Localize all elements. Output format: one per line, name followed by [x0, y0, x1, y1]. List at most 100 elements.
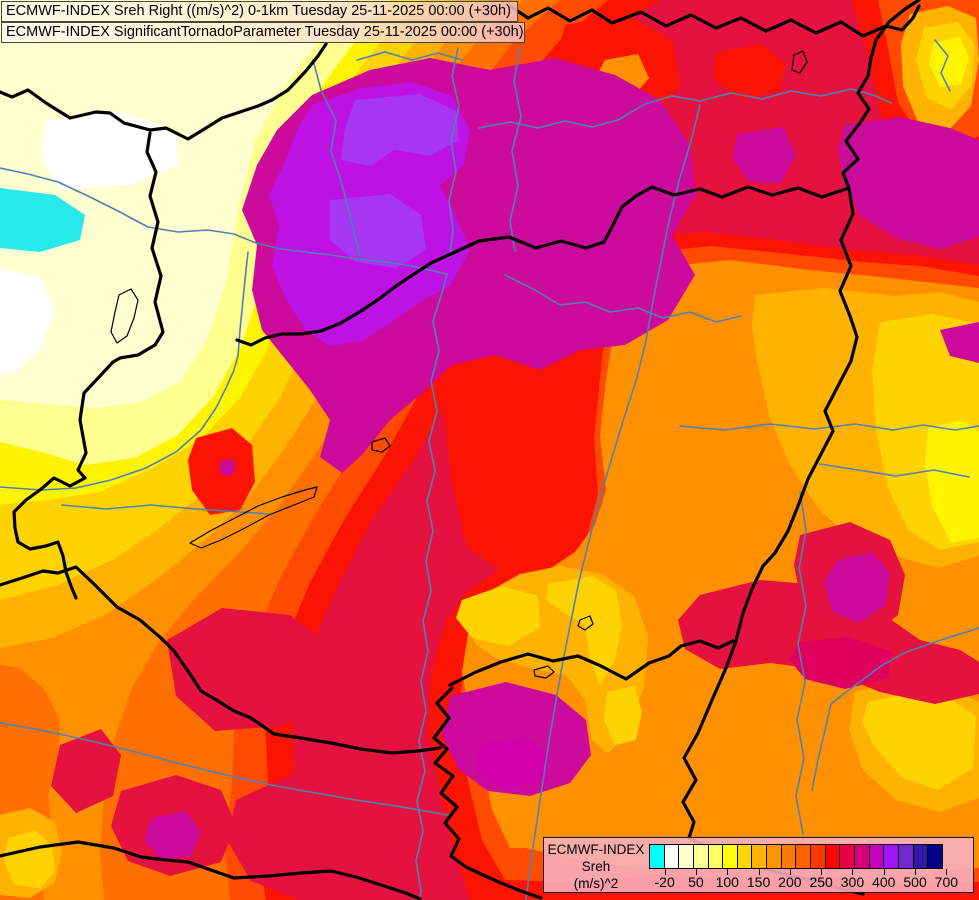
colorbar-tick-label: 100 — [715, 874, 739, 890]
lake-small-ne — [791, 50, 808, 74]
colorbar-cell-18 — [897, 844, 914, 869]
region-east-gold-b1 — [456, 586, 540, 646]
colorbar-cell-2 — [663, 844, 680, 869]
region-sw-crimson-4 — [227, 770, 431, 900]
river-vah — [448, 47, 460, 257]
colorbar-tick-label: 250 — [809, 874, 833, 890]
river-morava — [312, 59, 361, 256]
border-west-vertical — [12, 131, 165, 600]
region-se-magenta-max — [824, 552, 890, 623]
river-se — [811, 627, 979, 791]
region-east-yellow-streak — [925, 420, 979, 543]
border-se-westward — [448, 639, 735, 687]
colorbar-cell-15 — [853, 844, 870, 869]
lake-small-s2 — [533, 665, 555, 679]
river-east-c — [795, 491, 807, 835]
border-north-central — [235, 235, 606, 347]
region-bl-gold-spot — [4, 830, 55, 888]
lake-tisza — [371, 437, 391, 453]
region-sw-crimson-2 — [51, 729, 121, 813]
legend-units: (m/s)^2 — [573, 876, 619, 891]
region-ne-red-spot — [713, 44, 786, 99]
lake-neusiedler — [110, 288, 139, 344]
lakes-layer — [110, 50, 808, 679]
region-small-magenta-ne — [733, 127, 796, 183]
river-danube-west — [0, 167, 448, 275]
region-south-magenta-core — [477, 737, 553, 789]
region-cyan-minimum — [0, 188, 85, 252]
rivers-layer — [0, 39, 979, 900]
river-slovakia-small — [356, 51, 463, 61]
river-tisza — [525, 104, 701, 900]
border-ne-descent — [841, 0, 921, 190]
colorbar-tick-label: -20 — [654, 874, 675, 890]
colorbar-tick — [727, 869, 729, 875]
region-right-edge-magenta — [838, 117, 979, 249]
colorbar-tick-label: 300 — [840, 874, 865, 890]
border-south-snake — [432, 686, 543, 900]
colorbar-tick — [758, 869, 760, 875]
colorbar-tick — [821, 869, 823, 875]
colorbar-tick-label: 700 — [934, 874, 959, 890]
legend-title-block: ECMWF-INDEX Sreh (m/s)^2 — [544, 841, 648, 892]
region-right-edge-magenta-tail — [940, 322, 979, 363]
color-scale-legend: ECMWF-INDEX Sreh (m/s)^2 -20 50 100 150 200 2… — [543, 837, 974, 893]
border-east-horizontal — [602, 185, 851, 244]
river-danube-south — [415, 273, 448, 900]
colorbar-cell-6 — [722, 844, 738, 869]
river-east-a — [679, 423, 979, 431]
border-top-chain — [508, 4, 921, 38]
region-se-deeppink-core — [789, 637, 892, 689]
region-east-gold-c — [862, 692, 976, 790]
region-ne-spot-yellow-core — [929, 37, 969, 87]
colorbar-cell-14 — [839, 844, 855, 869]
colorbar-tick — [664, 869, 666, 875]
model-title-line-2: ECMWF-INDEX SignificantTornadoParameter … — [1, 22, 525, 43]
colorbar-tick-label: 200 — [778, 874, 802, 890]
legend-model-name: ECMWF-INDEX — [547, 842, 645, 857]
colorbar-cell-7 — [736, 844, 753, 869]
colorbar-tick — [946, 869, 948, 875]
lake-balaton — [189, 486, 318, 549]
colorbar-tick — [695, 869, 697, 875]
region-east-gold-b3 — [604, 686, 642, 745]
region-white-patch-a — [42, 112, 178, 190]
colorbar — [649, 844, 943, 869]
river-drava — [0, 722, 453, 817]
region-sw-magenta-spot — [144, 811, 201, 859]
river-mid-small — [504, 274, 742, 323]
border-nw-chain — [0, 42, 328, 141]
river-hron — [509, 47, 522, 252]
colorbar-cell-19 — [912, 844, 929, 869]
colorbar-tick-label: 50 — [688, 874, 704, 890]
region-east-gold-b2 — [546, 576, 622, 685]
border-bottom-chain — [0, 840, 422, 900]
legend-parameter-name: Sreh — [581, 859, 611, 874]
colorbar-cell-11 — [795, 844, 812, 869]
river-north-eastwest — [478, 88, 892, 129]
river-raba — [0, 251, 249, 491]
colorbar-cell-13 — [824, 844, 841, 869]
colorbar-cell-17 — [883, 844, 899, 869]
colorbar-cell-8 — [751, 844, 768, 869]
colorbar-cell-10 — [780, 844, 797, 869]
colorbar-tick-label: 500 — [903, 874, 927, 890]
colorbar-tick — [883, 869, 885, 875]
river-east-b — [819, 463, 970, 478]
colorbar-tick-label: 400 — [872, 874, 896, 890]
colorbar-cell-9 — [766, 844, 782, 869]
region-west-magenta-dot — [219, 459, 236, 477]
region-sw-crimson-1 — [167, 608, 336, 731]
colorbar-cell-20 — [927, 844, 943, 869]
title-text-2: ECMWF-INDEX SignificantTornadoParameter … — [6, 24, 524, 40]
region-white-patch-b — [0, 268, 55, 375]
colorbar-tick-label: 150 — [746, 874, 771, 890]
colorbar-cell-5 — [707, 844, 724, 869]
region-violet-core-a — [341, 94, 459, 166]
lake-small-s1 — [577, 615, 594, 631]
colorbar-cell-1 — [649, 844, 665, 869]
colorbar-tick — [789, 869, 791, 875]
